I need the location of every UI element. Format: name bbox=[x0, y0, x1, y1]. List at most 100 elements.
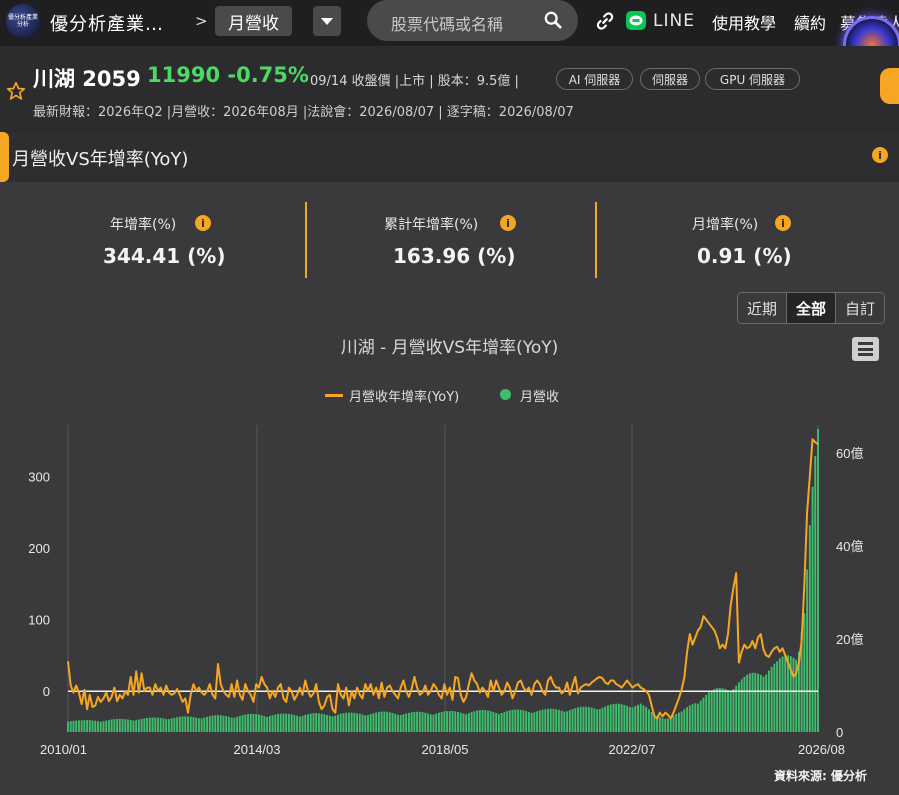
revenue-bar bbox=[620, 704, 623, 732]
revenue-bar bbox=[233, 717, 236, 732]
section-info-icon[interactable]: i bbox=[872, 147, 888, 163]
stock-sub-meta: 最新財報：2026年Q2 |月營收：2026年08月 |法說會：2026/08/… bbox=[33, 105, 574, 120]
revenue-bar bbox=[132, 720, 135, 732]
revenue-bar bbox=[517, 709, 519, 732]
favorite-star-icon[interactable] bbox=[6, 81, 26, 101]
revenue-bar bbox=[789, 656, 792, 732]
revenue-bar bbox=[307, 714, 309, 732]
revenue-bar bbox=[192, 717, 195, 732]
line-link[interactable]: LINE bbox=[653, 11, 695, 31]
revenue-bar bbox=[75, 720, 78, 732]
page-dropdown-button[interactable] bbox=[313, 6, 341, 36]
revenue-bar bbox=[536, 711, 539, 732]
site-logo[interactable]: 優分析產業分析 bbox=[6, 4, 40, 38]
revenue-bar bbox=[350, 712, 353, 732]
revenue-bar bbox=[247, 714, 249, 732]
tag-server[interactable]: 伺服器 bbox=[640, 68, 700, 90]
revenue-bar bbox=[492, 711, 495, 732]
data-source-note: 資料來源: 優分析 bbox=[774, 769, 867, 783]
revenue-bar bbox=[386, 711, 389, 732]
revenue-bar bbox=[121, 718, 124, 732]
info-icon-cumulative-yoy[interactable]: i bbox=[500, 215, 516, 231]
top-navbar: 優分析產業分析 優分析產業… > 月營收 股票代碼或名稱 LINE 使用教學 續… bbox=[0, 0, 899, 46]
revenue-bar bbox=[803, 613, 806, 732]
revenue-bar bbox=[67, 721, 69, 732]
revenue-bar bbox=[135, 720, 138, 732]
revenue-bar bbox=[792, 657, 795, 732]
revenue-bar bbox=[800, 632, 803, 732]
revenue-bar bbox=[290, 714, 293, 732]
revenue-bar bbox=[451, 711, 454, 732]
search-icon[interactable] bbox=[544, 11, 562, 29]
revenue-bar bbox=[274, 714, 277, 732]
search-input[interactable]: 股票代碼或名稱 bbox=[391, 15, 504, 34]
revenue-bar bbox=[500, 713, 503, 732]
range-button-all[interactable]: 全部 bbox=[787, 293, 837, 323]
revenue-bar bbox=[391, 712, 394, 732]
legend-item-yoy[interactable]: 月營收年增率(YoY) bbox=[349, 390, 460, 405]
revenue-bar bbox=[397, 714, 399, 732]
revenue-bar bbox=[304, 714, 307, 732]
revenue-bar bbox=[367, 715, 369, 732]
tag-ai-server[interactable]: AI 伺服器 bbox=[556, 68, 633, 90]
chart-menu-icon[interactable] bbox=[852, 337, 879, 361]
revenue-bar bbox=[331, 716, 334, 732]
revenue-bar bbox=[99, 721, 102, 732]
revenue-bar bbox=[353, 712, 356, 732]
revenue-bar bbox=[377, 711, 380, 732]
tag-gpu-server[interactable]: GPU 伺服器 bbox=[705, 68, 800, 90]
x-tick-label: 2010/01 bbox=[40, 742, 87, 757]
stock-search-box[interactable]: 股票代碼或名稱 bbox=[367, 0, 578, 41]
revenue-bar bbox=[143, 718, 146, 732]
revenue-bar bbox=[686, 707, 689, 732]
revenue-bar bbox=[323, 714, 326, 732]
revenue-bar bbox=[432, 714, 435, 732]
revenue-bar bbox=[808, 525, 811, 732]
revenue-bar bbox=[459, 712, 462, 732]
y-left-tick-label: 200 bbox=[28, 541, 50, 556]
range-selector: 近期 全部 自訂 bbox=[737, 292, 886, 324]
revenue-bar bbox=[203, 717, 206, 732]
revenue-bar bbox=[435, 713, 438, 732]
stat-label-mom: 月增率(%) bbox=[692, 217, 759, 233]
stat-value-yoy: 344.41 (%) bbox=[103, 244, 226, 268]
line-app-icon[interactable] bbox=[626, 11, 646, 30]
revenue-bar bbox=[69, 721, 72, 732]
info-icon-yoy[interactable]: i bbox=[195, 215, 211, 231]
revenue-bar bbox=[680, 711, 683, 732]
revenue-bar bbox=[326, 715, 329, 732]
revenue-yoy-chart[interactable]: 300 200 100 0 60億 40億 20億 0 2010/01 2014/03 2018/0… bbox=[0, 420, 899, 765]
range-button-recent[interactable]: 近期 bbox=[738, 293, 788, 323]
revenue-bar bbox=[211, 715, 214, 732]
revenue-bar bbox=[405, 713, 408, 732]
revenue-bar bbox=[713, 689, 716, 732]
revenue-bar bbox=[285, 713, 288, 732]
x-tick-label: 2026/08 bbox=[798, 742, 845, 757]
revenue-bar bbox=[699, 700, 702, 732]
revenue-bar bbox=[691, 704, 694, 732]
revenue-bar bbox=[645, 707, 648, 732]
revenue-bar bbox=[508, 710, 511, 732]
info-icon-mom[interactable]: i bbox=[775, 215, 791, 231]
revenue-bar bbox=[601, 707, 604, 732]
revenue-bar bbox=[443, 711, 446, 732]
link-icon[interactable] bbox=[596, 12, 614, 30]
revenue-bar bbox=[784, 655, 787, 732]
nav-tutorial[interactable]: 使用教學 bbox=[712, 14, 777, 33]
revenue-bar bbox=[593, 708, 596, 732]
revenue-bar bbox=[77, 720, 80, 732]
breadcrumb-current-page[interactable]: 月營收 bbox=[215, 6, 292, 36]
legend-item-revenue[interactable]: 月營收 bbox=[520, 390, 560, 405]
revenue-bar bbox=[127, 719, 129, 732]
revenue-bar bbox=[225, 716, 228, 732]
side-panel-tab[interactable] bbox=[880, 68, 899, 104]
revenue-bar bbox=[375, 712, 378, 732]
revenue-bar bbox=[560, 710, 563, 732]
revenue-bar bbox=[604, 706, 607, 732]
brand-title[interactable]: 優分析產業… bbox=[50, 14, 164, 35]
revenue-bar bbox=[707, 692, 710, 732]
nav-renew[interactable]: 續約 bbox=[794, 14, 827, 33]
revenue-bar bbox=[781, 656, 784, 732]
range-button-custom[interactable]: 自訂 bbox=[836, 293, 885, 323]
revenue-bar bbox=[538, 710, 541, 732]
